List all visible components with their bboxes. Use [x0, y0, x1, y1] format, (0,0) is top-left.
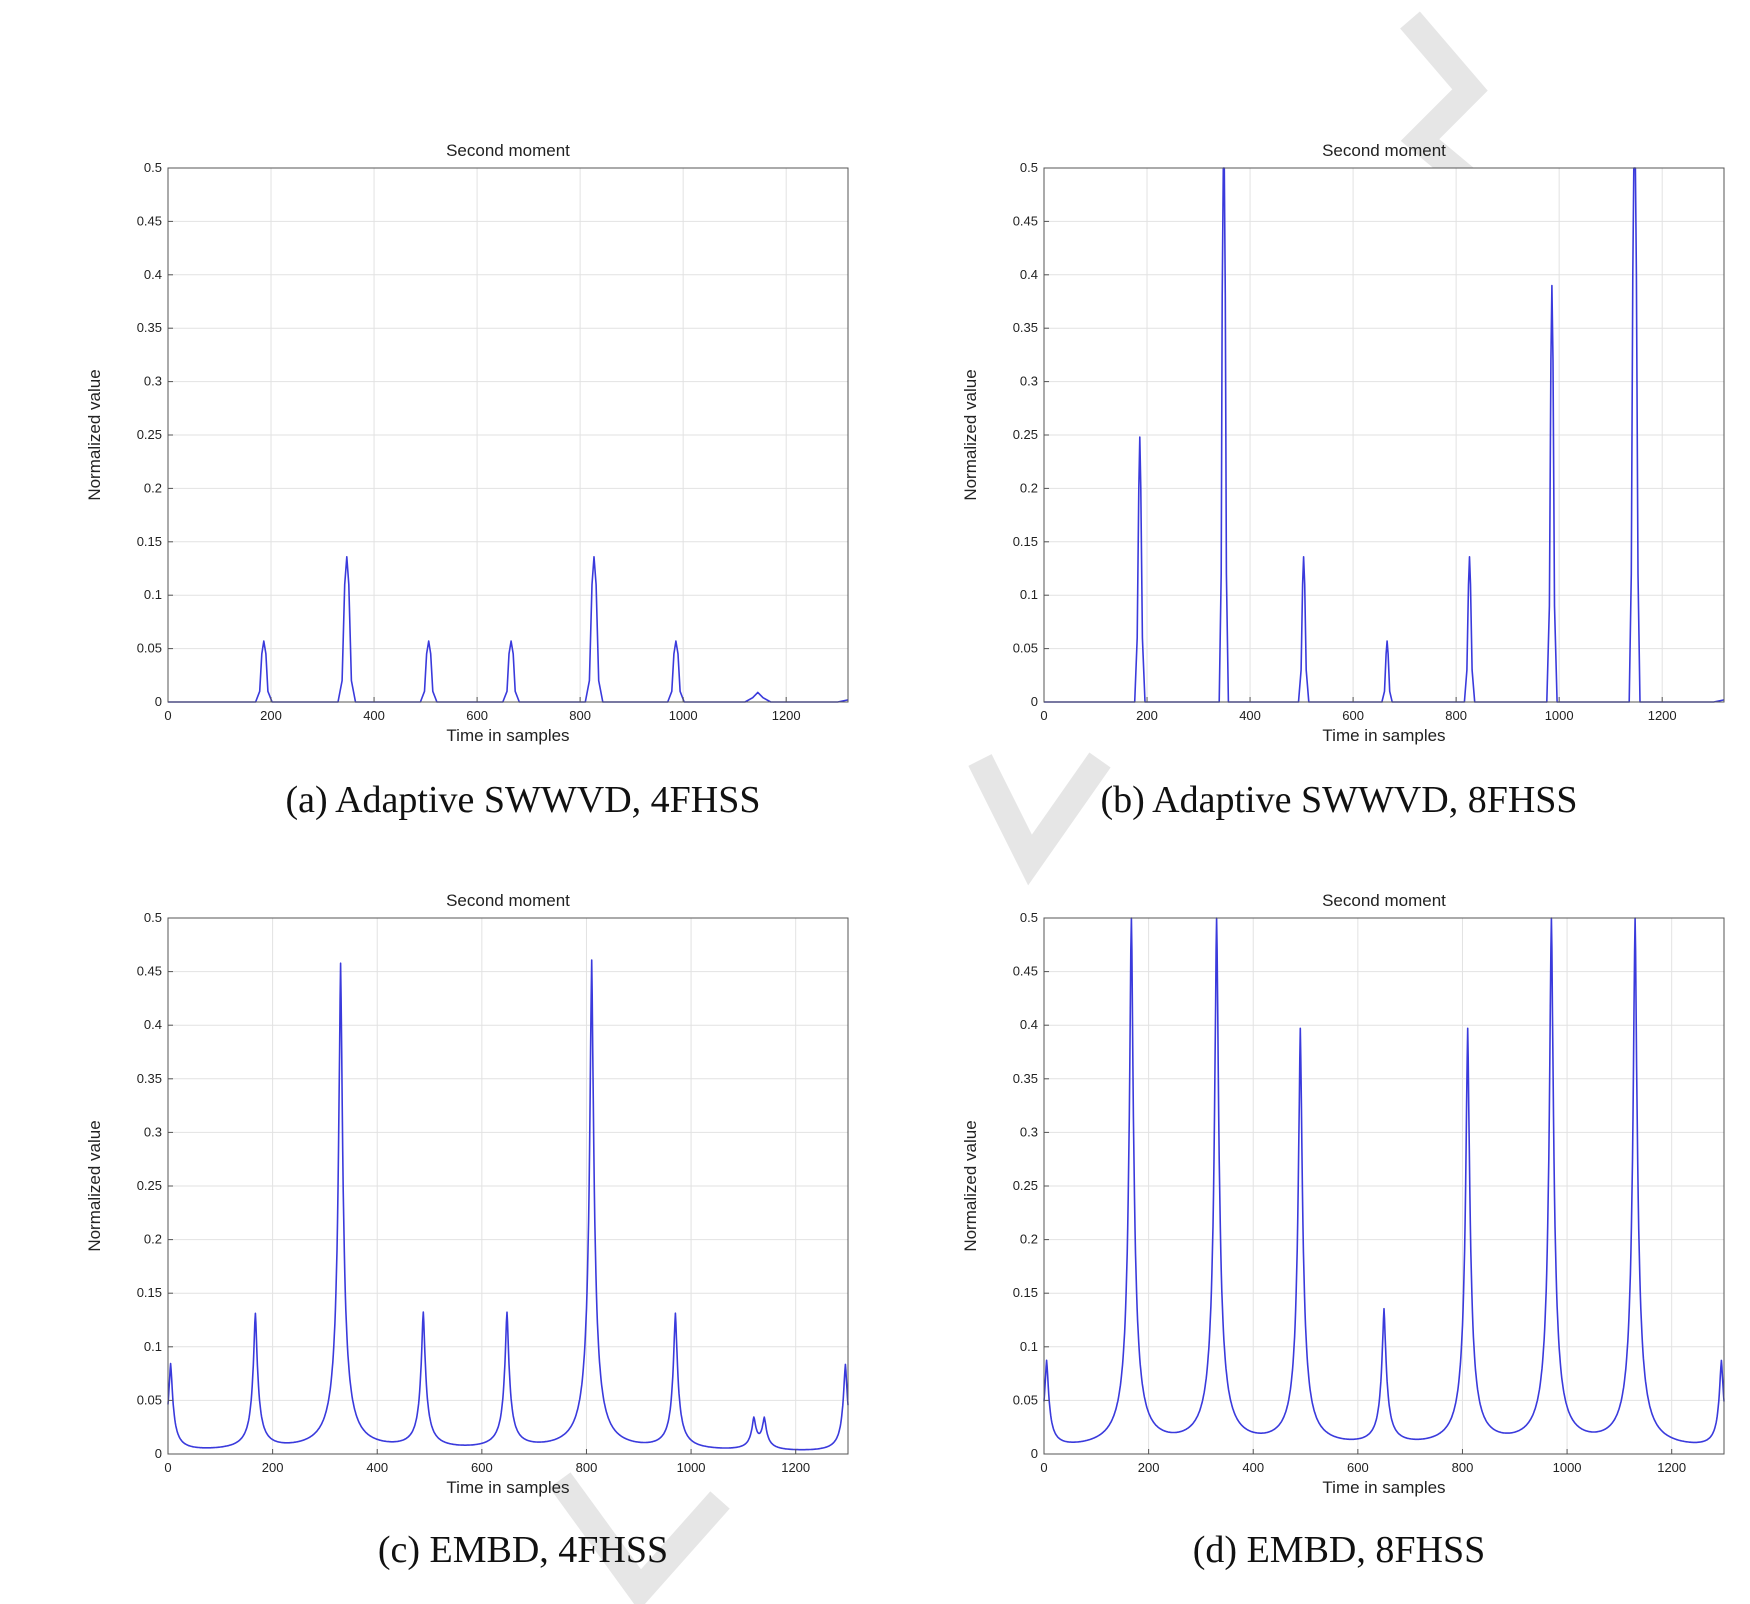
caption-a: (a) Adaptive SWWVD, 4FHSS — [285, 779, 761, 821]
x-tick-label-b-4: 800 — [1445, 708, 1467, 723]
series-line-b — [1044, 167, 1725, 703]
y-tick-label-a-4: 0.2 — [144, 480, 162, 495]
x-tick-label-b-2: 400 — [1239, 708, 1261, 723]
y-tick-label-a-7: 0.35 — [137, 320, 162, 335]
y-tick-label-d-7: 0.35 — [1013, 1071, 1038, 1086]
x-tick-label-c-6: 1200 — [781, 1460, 810, 1475]
y-tick-label-a-6: 0.3 — [144, 374, 162, 389]
y-tick-label-b-2: 0.1 — [1020, 587, 1038, 602]
x-tick-label-a-6: 1200 — [772, 708, 801, 723]
chart-c: 0 200 400 600 800 1000 1200 0 0.05 0.1 0.15 0.2 0.25… — [85, 891, 849, 1497]
x-tick-label-a-5: 1000 — [669, 708, 698, 723]
series-line-d — [1043, 917, 1725, 1444]
y-tick-label-a-9: 0.45 — [137, 213, 162, 228]
y-tick-label-d-5: 0.25 — [1013, 1178, 1038, 1193]
x-tick-label-c-4: 800 — [576, 1460, 598, 1475]
x-axis-label-c: Time in samples — [446, 1478, 569, 1497]
x-tick-label-a-0: 0 — [164, 708, 171, 723]
y-tick-label-a-3: 0.15 — [137, 534, 162, 549]
y-tick-label-b-1: 0.05 — [1013, 641, 1038, 656]
x-axis-label-b: Time in samples — [1322, 726, 1445, 745]
x-tick-label-d-6: 1200 — [1657, 1460, 1686, 1475]
x-tick-label-c-3: 600 — [471, 1460, 493, 1475]
y-axis-label-a: Normalized value — [85, 369, 104, 500]
y-tick-label-b-4: 0.2 — [1020, 480, 1038, 495]
y-tick-label-a-1: 0.05 — [137, 641, 162, 656]
x-tick-label-d-3: 600 — [1347, 1460, 1369, 1475]
chart-title-d: Second moment — [1322, 891, 1446, 910]
y-tick-label-c-0: 0 — [155, 1446, 162, 1461]
x-tick-label-c-5: 1000 — [677, 1460, 706, 1475]
y-tick-label-d-3: 0.15 — [1013, 1285, 1038, 1300]
x-tick-label-b-5: 1000 — [1545, 708, 1574, 723]
x-axis-label-a: Time in samples — [446, 726, 569, 745]
caption-b: (b) Adaptive SWWVD, 8FHSS — [1100, 779, 1578, 821]
x-tick-label-c-1: 200 — [262, 1460, 284, 1475]
x-tick-label-a-4: 800 — [569, 708, 591, 723]
y-tick-label-a-2: 0.1 — [144, 587, 162, 602]
y-tick-label-a-8: 0.4 — [144, 267, 162, 282]
series-line-a — [168, 556, 849, 703]
x-tick-label-a-2: 400 — [363, 708, 385, 723]
y-tick-label-d-2: 0.1 — [1020, 1339, 1038, 1354]
chart-title-a: Second moment — [446, 141, 570, 160]
y-tick-label-d-4: 0.2 — [1020, 1232, 1038, 1247]
x-axis-label-d: Time in samples — [1322, 1478, 1445, 1497]
y-tick-label-c-3: 0.15 — [137, 1285, 162, 1300]
y-tick-label-d-9: 0.45 — [1013, 964, 1038, 979]
y-tick-label-a-0: 0 — [155, 694, 162, 709]
x-tick-label-b-3: 600 — [1342, 708, 1364, 723]
y-tick-label-b-8: 0.4 — [1020, 267, 1038, 282]
x-tick-label-c-2: 400 — [366, 1460, 388, 1475]
y-tick-label-b-6: 0.3 — [1020, 374, 1038, 389]
y-tick-label-c-8: 0.4 — [144, 1017, 162, 1032]
x-tick-label-d-2: 400 — [1242, 1460, 1264, 1475]
x-tick-label-d-5: 1000 — [1553, 1460, 1582, 1475]
y-tick-label-c-9: 0.45 — [137, 964, 162, 979]
y-tick-label-b-5: 0.25 — [1013, 427, 1038, 442]
x-tick-label-b-6: 1200 — [1648, 708, 1677, 723]
x-tick-label-d-0: 0 — [1040, 1460, 1047, 1475]
y-tick-label-d-10: 0.5 — [1020, 910, 1038, 925]
y-tick-label-a-5: 0.25 — [137, 427, 162, 442]
x-tick-label-a-1: 200 — [260, 708, 282, 723]
y-tick-label-c-6: 0.3 — [144, 1124, 162, 1139]
y-axis-label-b: Normalized value — [961, 369, 980, 500]
y-tick-label-b-3: 0.15 — [1013, 534, 1038, 549]
x-tick-label-c-0: 0 — [164, 1460, 171, 1475]
y-tick-label-c-2: 0.1 — [144, 1339, 162, 1354]
y-tick-label-c-4: 0.2 — [144, 1232, 162, 1247]
chart-a: 0 200 400 600 800 1000 1200 0 0.05 0.1 0.15 0.2 0.25… — [85, 141, 849, 745]
y-tick-label-b-9: 0.45 — [1013, 213, 1038, 228]
chart-b: 0 200 400 600 800 1000 1200 0 0.05 0.1 0.15 0.2 0.25… — [961, 141, 1725, 745]
y-tick-label-c-7: 0.35 — [137, 1071, 162, 1086]
y-axis-label-d: Normalized value — [961, 1120, 980, 1251]
x-tick-label-b-0: 0 — [1040, 708, 1047, 723]
x-tick-label-a-3: 600 — [466, 708, 488, 723]
caption-c: (c) EMBD, 4FHSS — [377, 1529, 669, 1571]
y-tick-label-c-5: 0.25 — [137, 1178, 162, 1193]
y-axis-label-c: Normalized value — [85, 1120, 104, 1251]
x-tick-label-b-1: 200 — [1136, 708, 1158, 723]
y-tick-label-c-1: 0.05 — [137, 1392, 162, 1407]
caption-d: (d) EMBD, 8FHSS — [1192, 1529, 1486, 1571]
chart-title-b: Second moment — [1322, 141, 1446, 160]
x-tick-label-d-4: 800 — [1452, 1460, 1474, 1475]
y-tick-label-b-10: 0.5 — [1020, 160, 1038, 175]
y-tick-label-b-7: 0.35 — [1013, 320, 1038, 335]
x-tick-label-d-1: 200 — [1138, 1460, 1160, 1475]
series-line-c — [167, 959, 849, 1451]
y-tick-label-d-6: 0.3 — [1020, 1124, 1038, 1139]
chart-title-c: Second moment — [446, 891, 570, 910]
y-tick-label-d-0: 0 — [1031, 1446, 1038, 1461]
y-tick-label-a-10: 0.5 — [144, 160, 162, 175]
y-tick-label-d-8: 0.4 — [1020, 1017, 1038, 1032]
y-tick-label-c-10: 0.5 — [144, 910, 162, 925]
y-tick-label-d-1: 0.05 — [1013, 1392, 1038, 1407]
y-tick-label-b-0: 0 — [1031, 694, 1038, 709]
